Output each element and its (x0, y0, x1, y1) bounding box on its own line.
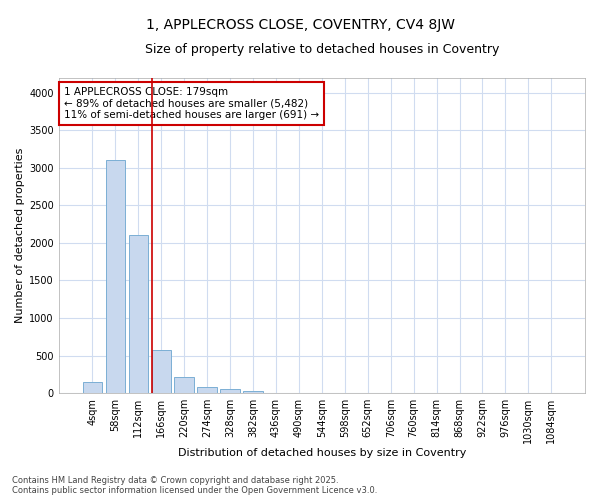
Y-axis label: Number of detached properties: Number of detached properties (15, 148, 25, 323)
Title: Size of property relative to detached houses in Coventry: Size of property relative to detached ho… (145, 42, 499, 56)
X-axis label: Distribution of detached houses by size in Coventry: Distribution of detached houses by size … (178, 448, 466, 458)
Bar (106, 160, 125, 393)
Bar (175, 378, 194, 393)
Text: 1, APPLECROSS CLOSE, COVENTRY, CV4 8JW: 1, APPLECROSS CLOSE, COVENTRY, CV4 8JW (146, 18, 455, 32)
Bar (128, 236, 148, 393)
Bar (244, 391, 263, 393)
Bar (197, 387, 217, 393)
Text: 1 APPLECROSS CLOSE: 179sqm
← 89% of detached houses are smaller (5,482)
11% of s: 1 APPLECROSS CLOSE: 179sqm ← 89% of deta… (64, 87, 319, 120)
Text: Contains HM Land Registry data © Crown copyright and database right 2025.
Contai: Contains HM Land Registry data © Crown c… (12, 476, 377, 495)
Bar (83, 382, 102, 393)
Bar (220, 390, 240, 393)
Bar (152, 350, 171, 393)
